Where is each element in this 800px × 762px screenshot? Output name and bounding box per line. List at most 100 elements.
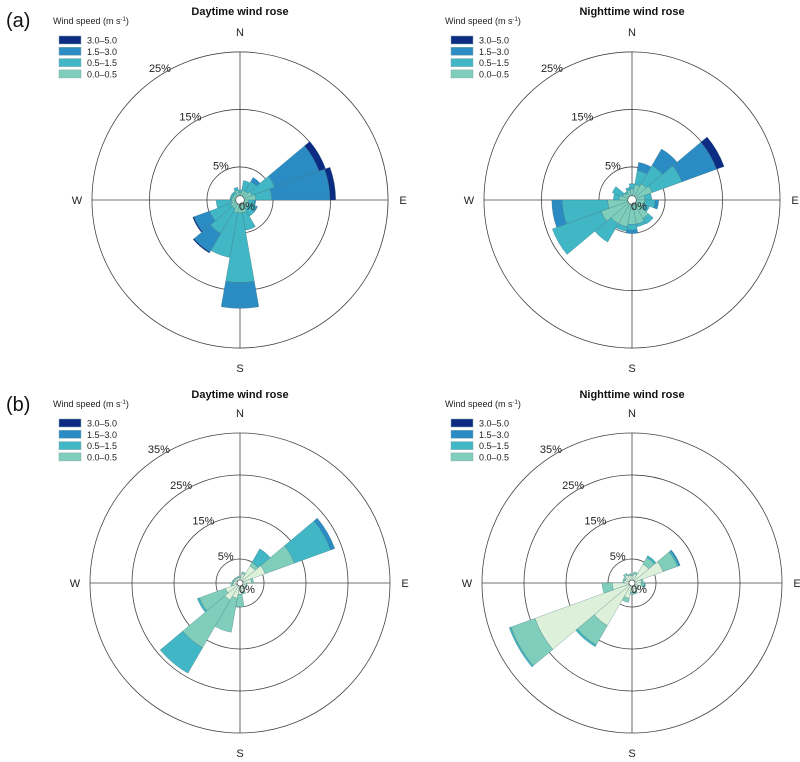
wind-rose-2: Nighttime wind rose 5% 15% 25% 0% N E S W Wind sp… [445, 6, 799, 375]
petal-240-0.5–1.5 [552, 211, 607, 255]
legend-title-text: Wind speed (m s [53, 16, 121, 26]
legend-swatch [450, 452, 474, 462]
petal-260-0.0–0.5 [601, 582, 614, 594]
legend: Wind speed (m s-1) 3.0–5.01.5–3.00.5–1.50… [445, 399, 521, 462]
ring-label: 15% [571, 112, 593, 124]
ring-label: 5% [218, 551, 234, 563]
legend-entry: 0.5–1.5 [87, 441, 117, 451]
center-label: 0% [239, 584, 255, 596]
ring-label: 5% [213, 160, 229, 172]
compass-E: E [793, 578, 800, 590]
center-hole [235, 195, 245, 205]
petal-340-0.0–0.5 [627, 573, 631, 577]
legend-title-sup: -1 [513, 17, 519, 23]
chart-title: Nighttime wind rose [579, 389, 684, 401]
center-hole [628, 579, 636, 587]
petal-60-3.0–5.0 [700, 136, 725, 170]
petal-180-1.5–3.0 [220, 281, 260, 309]
compass-S: S [236, 748, 243, 760]
wind-rose-3: Daytime wind rose 5% 15% 25% 35% 0% N E S W Wind s… [53, 389, 409, 760]
legend-title-sup: -1 [121, 17, 127, 23]
ring-label: 35% [148, 444, 170, 456]
ring-label: 15% [179, 112, 201, 124]
petal-340-0.0–0.5 [236, 576, 240, 579]
petal-260-0.0–0.5 [230, 582, 234, 587]
chart-title: Daytime wind rose [191, 6, 288, 18]
compass-W: W [70, 578, 81, 590]
legend-entry: 3.0–5.0 [87, 36, 117, 46]
ring-label: 5% [605, 160, 621, 172]
compass-N: N [236, 408, 244, 420]
chart-title: Daytime wind rose [191, 389, 288, 401]
petal-300-0.5–1.5 [612, 186, 625, 197]
legend-title: Wind speed (m s-1) [445, 16, 521, 26]
legend-entry: 0.0–0.5 [87, 69, 117, 79]
ring-label: 25% [541, 63, 563, 75]
petal-340-0.5–1.5 [625, 187, 631, 192]
legend-entry: 3.0–5.0 [479, 419, 509, 429]
petal-240-inner [534, 583, 630, 650]
legend-swatch [58, 441, 82, 450]
legend-title-sup: -1 [513, 400, 519, 406]
petal-80-0.0–0.5 [250, 578, 254, 584]
chart-title: Nighttime wind rose [579, 6, 684, 18]
compass-S: S [628, 363, 635, 375]
legend-entry: 0.0–0.5 [87, 452, 117, 462]
ring-label: 25% [562, 480, 584, 492]
legend-swatch [450, 418, 474, 428]
legend-entry: 1.5–3.0 [87, 47, 117, 57]
legend-entry: 3.0–5.0 [479, 36, 509, 46]
center-label: 0% [631, 584, 647, 596]
petal-180-1.5–3.0 [625, 229, 639, 234]
petal-80-3.0–5.0 [324, 167, 336, 201]
legend-entry: 1.5–3.0 [479, 47, 509, 57]
legend: Wind speed (m s-1) 3.0–5.01.5–3.00.5–1.50… [445, 16, 521, 79]
compass-W: W [464, 195, 475, 207]
ring-label: 5% [610, 551, 626, 563]
petal-100-0.5–1.5 [643, 582, 646, 588]
legend-title-text: Wind speed (m s [445, 16, 513, 26]
legend-title: Wind speed (m s-1) [445, 399, 521, 409]
wind-rose-4: Nighttime wind rose 5% 15% 25% 35% 0% N E S W Wind… [445, 389, 800, 760]
compass-N: N [628, 27, 636, 39]
center-hole [627, 195, 637, 205]
petal-240-0.5–1.5 [197, 597, 208, 613]
ring-label: 25% [149, 63, 171, 75]
compass-S: S [628, 748, 635, 760]
compass-E: E [401, 578, 408, 590]
center-hole [236, 579, 244, 587]
petal-280-0.0–0.5 [231, 579, 235, 584]
legend-swatch [450, 35, 474, 45]
legend-entry: 1.5–3.0 [87, 430, 117, 440]
ring-label: 35% [540, 444, 562, 456]
legend-swatch [58, 430, 82, 439]
petal-260-1.5–3.0 [551, 199, 567, 228]
compass-N: N [628, 408, 636, 420]
petal-180-0.5–1.5 [626, 223, 638, 231]
petal-220-0.5–1.5 [159, 630, 203, 674]
petal-220-3.0–5.0 [192, 238, 211, 254]
legend-swatch [450, 47, 474, 56]
ring-label: 25% [170, 480, 192, 492]
legend-entry: 0.0–0.5 [479, 69, 509, 79]
wind-rose-1: Daytime wind rose 5% 15% 25% 0% N E S W Wind spee… [53, 6, 407, 375]
legend-swatch [450, 69, 474, 79]
petal-100-1.5–3.0 [653, 199, 659, 210]
ring-label: 15% [192, 515, 214, 527]
ring-label: 15% [584, 515, 606, 527]
legend-entry: 3.0–5.0 [87, 419, 117, 429]
petal-140-0.5–1.5 [642, 213, 654, 225]
panel-label-b: (b) [6, 394, 30, 416]
legend-swatch [450, 441, 474, 450]
panel-label-a: (a) [6, 10, 30, 32]
petal-60-1.5–3.0 [313, 517, 336, 551]
legend-swatch [58, 35, 82, 45]
legend-title-text: Wind speed (m s [53, 399, 121, 409]
petal-240-3.0–5.0 [192, 216, 203, 233]
compass-N: N [236, 27, 244, 39]
legend: Wind speed (m s-1) 3.0–5.01.5–3.00.5–1.50… [53, 16, 129, 79]
legend-swatch [58, 418, 82, 428]
legend-title-end: ) [518, 16, 521, 26]
legend-title-sup: -1 [121, 400, 127, 406]
